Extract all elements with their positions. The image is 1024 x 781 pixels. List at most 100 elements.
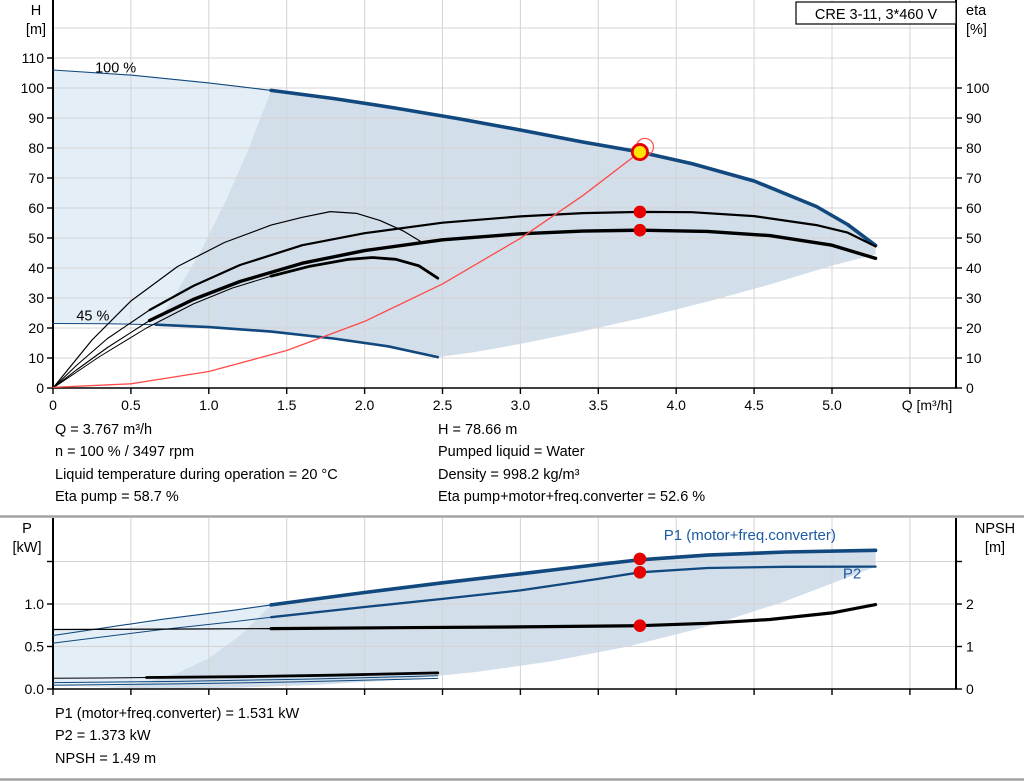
h-curve-100-lead [52, 69, 272, 91]
tick-label-right: 0 [966, 380, 974, 396]
info-line-liquid: Pumped liquid = Water [438, 444, 585, 461]
tick-label-x: 3.0 [511, 397, 531, 413]
info-line-temp: Liquid temperature during operation = 20… [55, 466, 338, 483]
pump-name-box [795, 1, 957, 25]
duty-info-right: H = 78.66 m Pumped liquid = Water Densit… [438, 419, 705, 509]
y-axis-right-unit: [m] [985, 540, 1005, 556]
eta-total-45 [269, 256, 440, 280]
info-line-eta-pump: Eta pump = 58.7 % [55, 489, 179, 506]
p1-curve-label: P1 (motor+freq.converter) [664, 527, 836, 544]
tick-label-right: 10 [966, 350, 982, 366]
power-info: P1 (motor+freq.converter) = 1.531 kW P2 … [55, 703, 299, 770]
tick-label-left: 20 [28, 320, 44, 336]
tick-label-left: 100 [21, 80, 45, 96]
tick-label-right: 90 [966, 110, 982, 126]
tick-label-x: 2.0 [355, 397, 375, 413]
tick-label-right: 50 [966, 230, 982, 246]
info-line-density: Density = 998.2 kg/m³ [438, 466, 580, 483]
tick-label-left: 1.0 [25, 596, 45, 612]
tick-label-x: 0 [49, 397, 57, 413]
tick-label-left: 60 [28, 200, 44, 216]
y-axis-left-title: P [22, 521, 32, 537]
tick-label-x: 1.5 [277, 397, 297, 413]
x-axis-title: Q [m³/h] [902, 397, 953, 413]
info-line-p2: P2 = 1.373 kW [55, 728, 151, 745]
system-curve [52, 151, 641, 389]
eta-pump-100 [148, 210, 877, 312]
tick-label-x: 0.5 [121, 397, 141, 413]
tick-label-left: 50 [28, 230, 44, 246]
tick-label-left: 70 [28, 170, 44, 186]
tick-label-left: 0 [36, 380, 44, 396]
tick-label-left: 0.5 [25, 639, 45, 655]
p2-curve [269, 565, 877, 619]
tick-label-right: 20 [966, 320, 982, 336]
info-line-p1: P1 (motor+freq.converter) = 1.531 kW [55, 706, 300, 722]
tick-label-left: 110 [22, 50, 45, 66]
qh-chart: 0 10 20 30 40 50 60 70 80 90 100 110 0 10 20 30 40 50 60 70… [21, 0, 990, 413]
tick-label-right: 40 [966, 260, 982, 276]
tick-label-right: 80 [966, 140, 982, 156]
eta-pump-operating-dot[interactable] [633, 205, 647, 219]
tick-label-left: 40 [28, 260, 44, 276]
eta-total-100-lead [52, 319, 151, 389]
power-npsh-chart: 0.0 0.5 1.0 0 1 2 P [kW] NPSH [m] P1 (motor+freq.c… [13, 518, 1015, 697]
tick-label-right: 100 [966, 80, 990, 96]
y-axis-right-title: NPSH [975, 521, 1015, 537]
speed-label-100: 100 % [95, 60, 136, 76]
tick-label-right: 30 [966, 290, 982, 306]
eta-total-45-lead [52, 275, 272, 389]
h-curve-100 [269, 88, 878, 248]
eta-total-100 [147, 228, 878, 323]
info-line-npsh: NPSH = 1.49 m [55, 750, 157, 767]
y-axis-left-unit: [kW] [13, 540, 42, 556]
tick-label-right: 70 [966, 170, 982, 186]
duty-point-marker[interactable] [630, 143, 649, 162]
envelope-light [53, 70, 272, 325]
npsh-curve-lead [52, 628, 272, 631]
tick-label-x: 4.0 [666, 397, 686, 413]
p2-curve-label: P2 [843, 566, 861, 583]
envelope-dark [155, 90, 876, 358]
info-line-n: n = 100 % / 3497 rpm [55, 444, 195, 461]
tick-label-right: 2 [966, 596, 974, 612]
speed-label-45: 45 % [76, 309, 109, 325]
tick-label-left: 10 [28, 350, 44, 366]
power-envelope-dark [107, 550, 876, 689]
tick-label-x: 1.0 [199, 397, 219, 413]
tick-label-right: 60 [966, 200, 982, 216]
p2-curve-45 [52, 677, 439, 686]
info-line-h: H = 78.66 m [438, 422, 518, 438]
tick-label-right: 0 [966, 681, 974, 697]
eta-total-operating-dot[interactable] [633, 223, 647, 237]
tick-label-x: 2.5 [433, 397, 453, 413]
npsh-curve-45-lead [52, 677, 147, 679]
y-axis-right-unit: [%] [966, 22, 987, 38]
tick-label-left: 30 [28, 290, 44, 306]
p1-curve [269, 548, 878, 607]
tick-label-right: 1 [966, 639, 974, 655]
eta-pump-45 [52, 211, 425, 389]
info-line-eta-total: Eta pump+motor+freq.converter = 52.6 % [438, 489, 706, 506]
eta-pump-100-lead [52, 309, 151, 389]
p1-curve-45 [52, 675, 439, 684]
info-line-q: Q = 3.767 m³/h [55, 422, 153, 438]
tick-label-left: 80 [28, 140, 44, 156]
tick-label-left: 0.0 [25, 681, 45, 697]
p1-curve-lead [52, 604, 272, 637]
p2-operating-dot[interactable] [633, 565, 647, 579]
y-axis-left-unit: [m] [26, 22, 46, 38]
tick-label-x: 3.5 [589, 397, 609, 413]
y-axis-left-title: H [31, 3, 41, 19]
h-curve-45 [154, 323, 440, 359]
npsh-operating-dot[interactable] [633, 619, 647, 632]
npsh-curve [269, 603, 878, 631]
npsh-curve-45 [145, 671, 440, 679]
p1-operating-dot[interactable] [633, 552, 647, 566]
pump-name-title: CRE 3-11, 3*460 V [815, 7, 938, 23]
p2-curve-lead [52, 616, 272, 644]
tick-label-x: 4.5 [744, 397, 764, 413]
tick-label-left: 90 [28, 110, 44, 126]
